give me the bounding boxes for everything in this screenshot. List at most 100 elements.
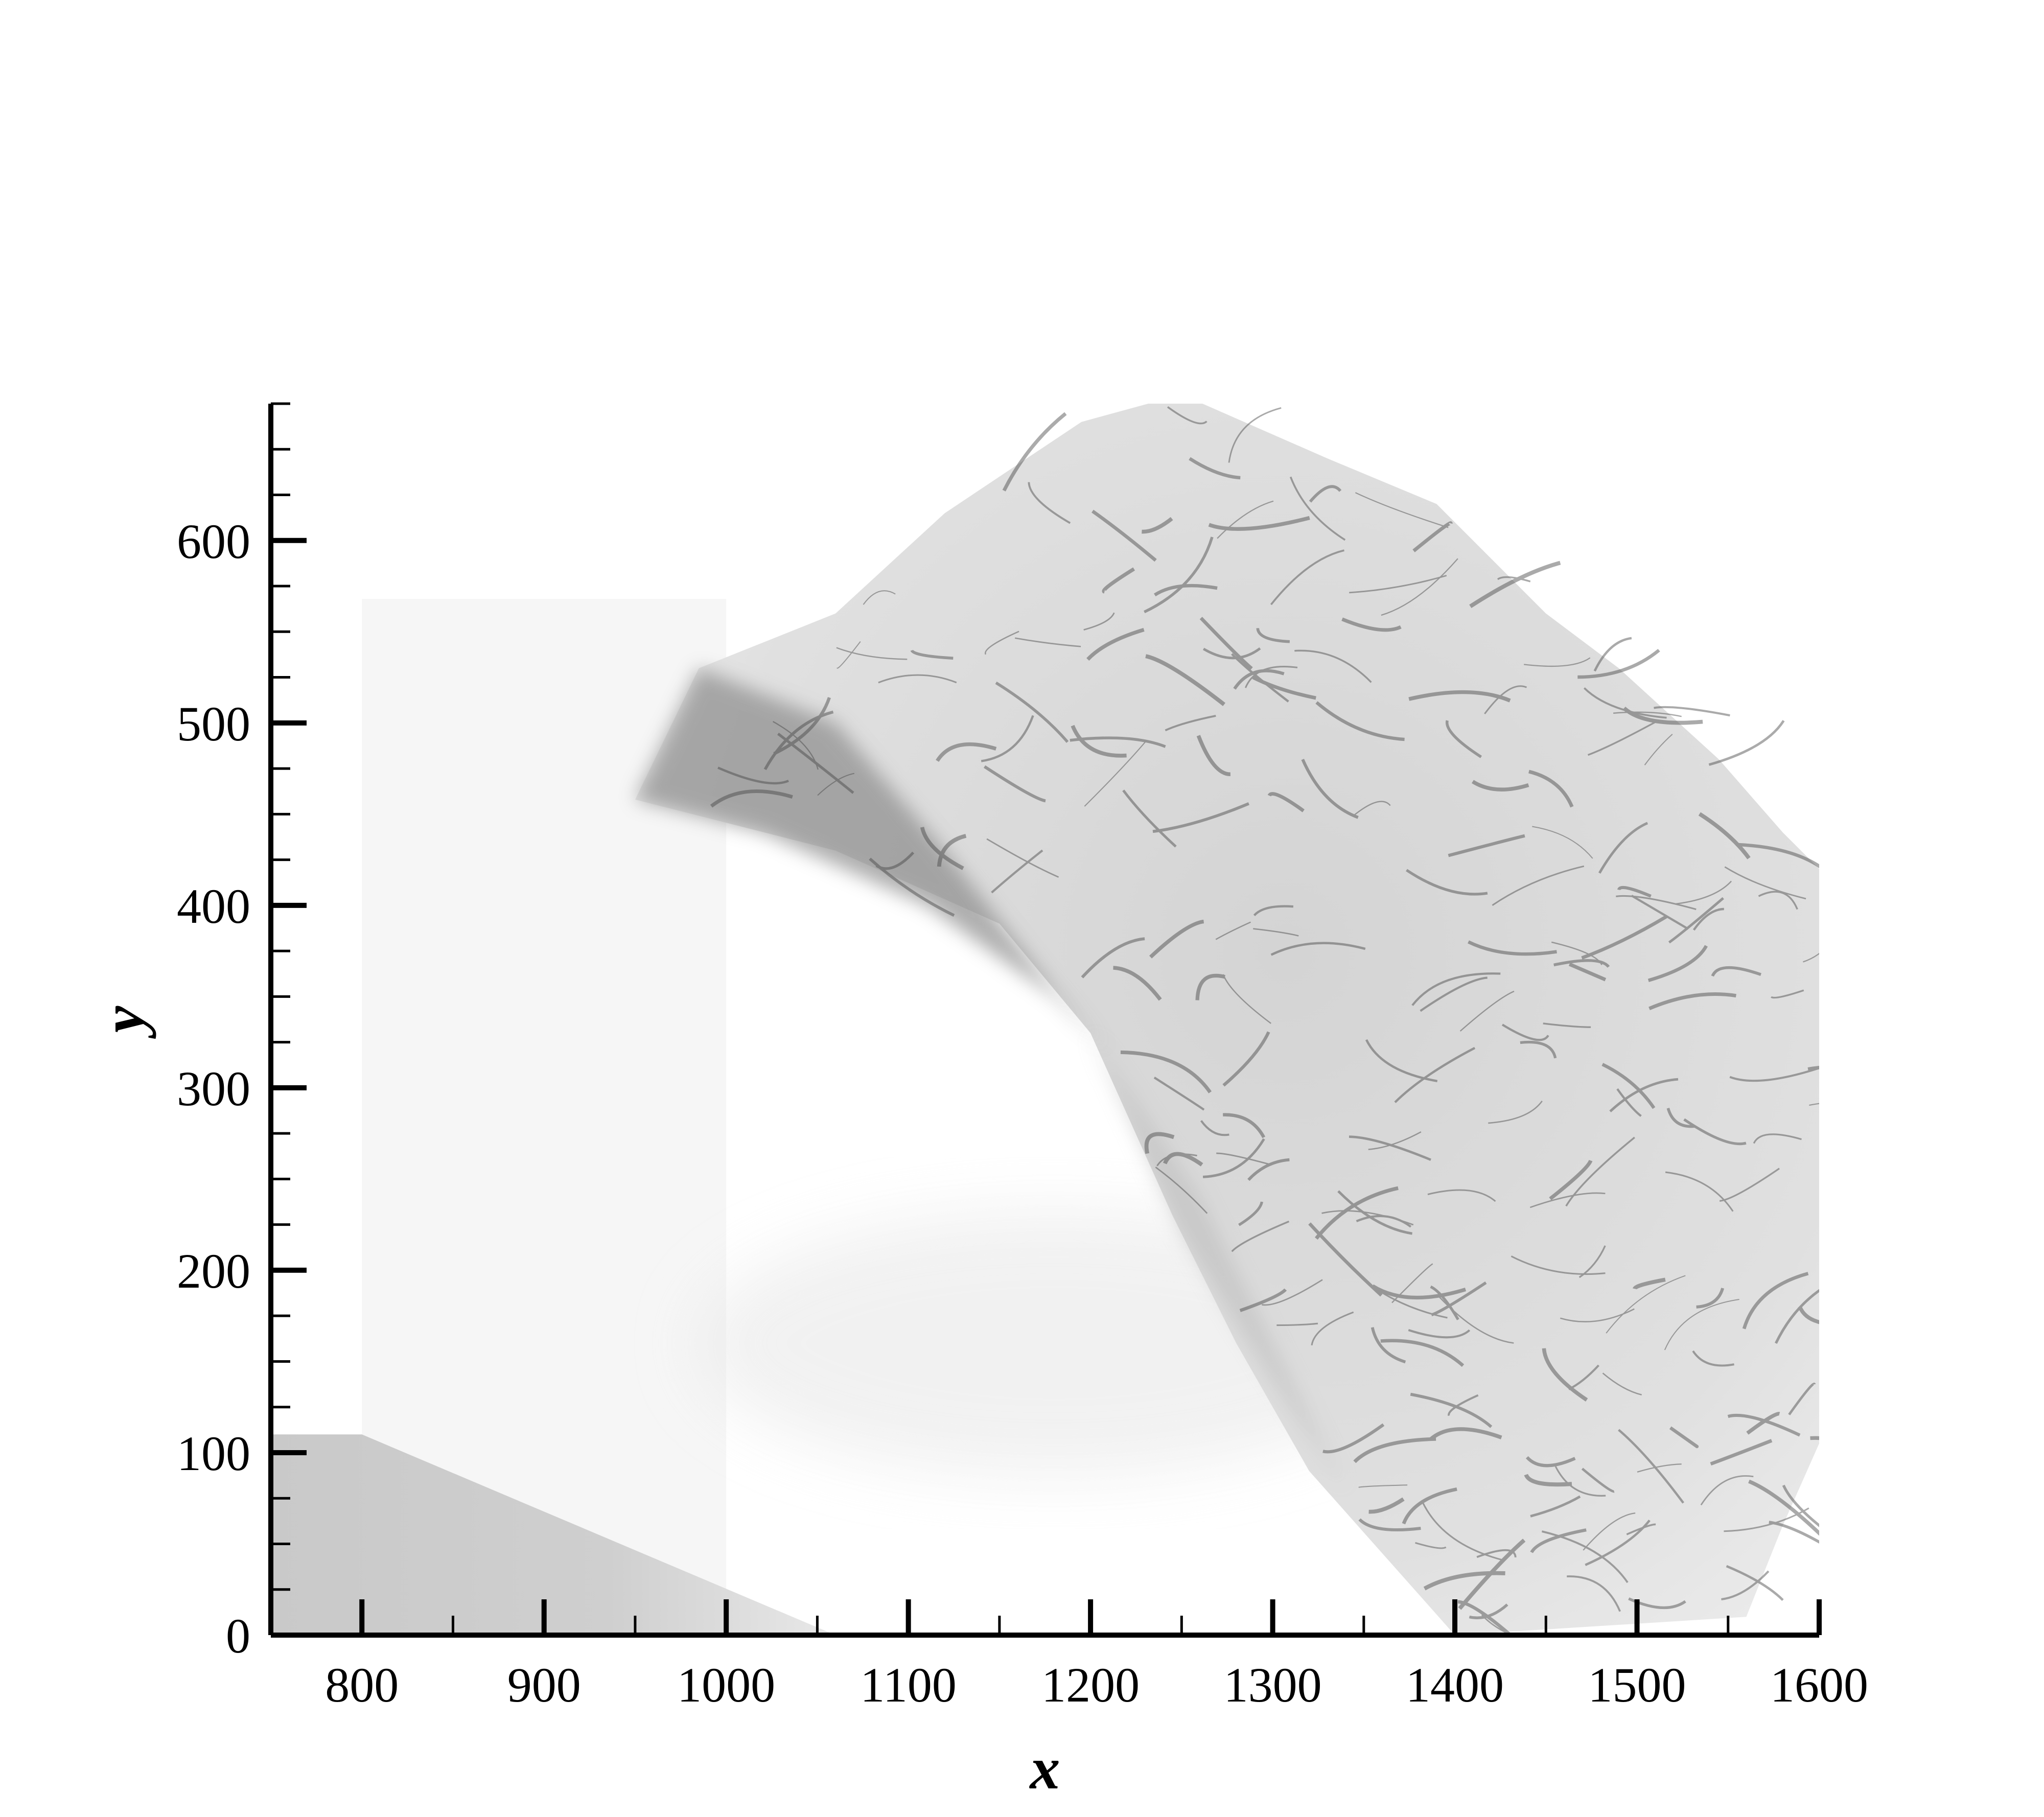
cell-arc bbox=[1616, 895, 1697, 911]
cell-arc bbox=[1195, 973, 1225, 1000]
cell-arc bbox=[1270, 549, 1344, 605]
cell-arc bbox=[986, 838, 1059, 878]
cell-arc bbox=[1549, 1159, 1593, 1200]
cell-arc bbox=[1431, 1281, 1487, 1316]
cell-arc bbox=[1372, 1284, 1467, 1300]
cell-arc bbox=[1113, 966, 1162, 1001]
cell-arc bbox=[1541, 1530, 1629, 1583]
cell-arc bbox=[1002, 412, 1067, 492]
cell-arc bbox=[836, 647, 908, 660]
cell-arc bbox=[1692, 907, 1724, 931]
cell-arc bbox=[717, 766, 789, 785]
cell-arc bbox=[1598, 822, 1648, 874]
cell-arc bbox=[1665, 1171, 1734, 1212]
cell-arc bbox=[937, 834, 967, 867]
cell-arc bbox=[1355, 492, 1449, 528]
x-tick-label: 1600 bbox=[1770, 1658, 1868, 1712]
cell-arc bbox=[1528, 770, 1574, 808]
gray-corner-wedge bbox=[271, 1434, 836, 1635]
cell-arc bbox=[1488, 1100, 1543, 1124]
cell-arc bbox=[1626, 1523, 1656, 1535]
cell-arc bbox=[1311, 1311, 1354, 1346]
cell-arc bbox=[1430, 1285, 1459, 1320]
cell-arc bbox=[1349, 1135, 1431, 1161]
cell-arc bbox=[1222, 974, 1271, 1024]
cell-arc bbox=[1729, 1067, 1819, 1082]
cell-arc bbox=[1356, 1215, 1412, 1228]
cell-arc bbox=[1524, 1474, 1572, 1487]
x-axis-title: x bbox=[1029, 1735, 1060, 1802]
cell-arc bbox=[1568, 962, 1607, 982]
cell-arc bbox=[1215, 921, 1251, 940]
cell-arc bbox=[1587, 719, 1659, 756]
cell-arc bbox=[1152, 802, 1250, 833]
cell-arc bbox=[1746, 1412, 1780, 1435]
cell-arc bbox=[985, 631, 1019, 655]
cell-arc bbox=[1581, 1467, 1615, 1493]
cell-arc bbox=[1748, 1479, 1819, 1536]
cell-arc bbox=[1252, 675, 1316, 700]
cell-arc bbox=[1391, 1263, 1433, 1303]
cell-arc bbox=[1560, 1308, 1635, 1322]
cell-arc bbox=[1231, 1220, 1290, 1252]
cell-arc bbox=[1724, 1507, 1809, 1532]
cell-arc bbox=[1809, 1103, 1819, 1106]
cell-arc bbox=[1721, 1570, 1770, 1601]
cell-arc bbox=[1471, 780, 1529, 791]
y-tick-label: 400 bbox=[177, 879, 250, 934]
cell-arc bbox=[837, 641, 861, 669]
cell-arc bbox=[1565, 1136, 1635, 1207]
cell-arc bbox=[1189, 457, 1241, 480]
cell-arc bbox=[920, 827, 964, 870]
cell-arc bbox=[1542, 1348, 1588, 1402]
cell-arc bbox=[1438, 1296, 1514, 1344]
cell-arc bbox=[1458, 1539, 1526, 1610]
cell-arc bbox=[1014, 637, 1081, 647]
cell-arc bbox=[1708, 720, 1785, 766]
cell-arc bbox=[1532, 826, 1593, 859]
cell-arc bbox=[1369, 1284, 1448, 1319]
cell-arc bbox=[1683, 1118, 1747, 1146]
cell-arc bbox=[1524, 657, 1591, 667]
cell-arc bbox=[1484, 685, 1527, 714]
cell-arc bbox=[1091, 509, 1157, 562]
cell-arc bbox=[875, 851, 915, 870]
cell-arc bbox=[1664, 1298, 1739, 1350]
cell-arc bbox=[1081, 937, 1145, 979]
cell-arc bbox=[1775, 1289, 1819, 1344]
cell-arc bbox=[1632, 1277, 1666, 1290]
cell-arc bbox=[1585, 1519, 1651, 1566]
cell-arc bbox=[1253, 928, 1299, 937]
cell-arc bbox=[1289, 476, 1346, 541]
cell-arc bbox=[1086, 627, 1145, 661]
cell-arc bbox=[1567, 1575, 1621, 1612]
cell-arc bbox=[1622, 706, 1703, 725]
cell-arc bbox=[1459, 990, 1515, 1032]
cell-arc bbox=[1341, 617, 1402, 632]
cell-structure bbox=[710, 406, 1819, 1635]
cell-arc bbox=[1155, 1167, 1208, 1214]
cell-arc bbox=[1469, 561, 1561, 609]
cell-arc bbox=[1530, 1495, 1581, 1518]
cell-arc bbox=[1637, 1463, 1682, 1473]
cell-arc bbox=[1736, 843, 1819, 869]
cell-arc bbox=[1070, 736, 1166, 748]
cell-arc bbox=[1668, 897, 1724, 944]
cell-arc bbox=[1669, 1426, 1699, 1449]
cell-arc bbox=[1380, 1339, 1465, 1367]
cell-arc bbox=[1267, 792, 1305, 812]
cell-arc bbox=[1301, 758, 1359, 819]
cell-arc bbox=[1807, 1065, 1819, 1071]
cell-arc bbox=[1321, 1210, 1414, 1226]
y-tick-label: 500 bbox=[177, 696, 250, 751]
cell-arc bbox=[1753, 1133, 1802, 1144]
cell-arc bbox=[1365, 1039, 1438, 1083]
cell-arc bbox=[1144, 1132, 1175, 1154]
cell-arc bbox=[1468, 940, 1557, 956]
cell-arc bbox=[1613, 711, 1682, 717]
cell-arc bbox=[1698, 812, 1751, 859]
cell-arc bbox=[1644, 734, 1673, 765]
cell-arc bbox=[1358, 1518, 1421, 1532]
cell-arc bbox=[1711, 966, 1761, 977]
